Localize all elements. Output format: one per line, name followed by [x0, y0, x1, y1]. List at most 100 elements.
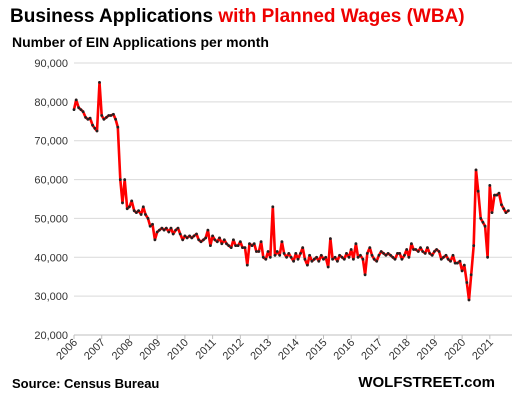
- data-point: [171, 232, 175, 236]
- chart-title-main: Business Applications: [10, 6, 214, 27]
- data-point: [382, 252, 385, 255]
- data-point: [183, 234, 187, 238]
- data-point: [95, 129, 99, 133]
- chart-title-accent: with Planned Wages (WBA): [218, 6, 465, 27]
- x-tick-label: 2015: [304, 337, 330, 363]
- y-tick-label: 90,000: [34, 58, 68, 70]
- data-point: [347, 255, 351, 259]
- data-point: [195, 232, 198, 236]
- data-point: [398, 252, 402, 255]
- data-point: [488, 184, 492, 187]
- data-point: [275, 250, 279, 253]
- data-point: [322, 257, 325, 261]
- y-tick-label: 20,000: [34, 330, 68, 342]
- data-point: [93, 126, 97, 130]
- data-point: [365, 252, 369, 255]
- data-point: [289, 255, 293, 259]
- data-point: [469, 273, 473, 277]
- data-point: [361, 257, 365, 261]
- data-point: [333, 255, 337, 259]
- data-point: [167, 230, 171, 234]
- data-point: [368, 246, 372, 250]
- data-point: [127, 205, 131, 209]
- data-point: [241, 246, 244, 250]
- data-point: [354, 242, 358, 246]
- data-point: [285, 255, 288, 259]
- data-point: [331, 257, 334, 261]
- data-point: [497, 191, 501, 195]
- data-point: [232, 238, 235, 242]
- data-point: [340, 255, 344, 259]
- data-point: [426, 246, 429, 250]
- data-point: [135, 211, 138, 215]
- data-point: [479, 217, 483, 220]
- data-point: [185, 236, 189, 240]
- data-point: [444, 253, 448, 257]
- series-line: [72, 81, 510, 302]
- data-point: [259, 240, 263, 244]
- data-point: [164, 226, 168, 230]
- data-point: [287, 252, 291, 255]
- data-point: [349, 248, 353, 251]
- data-point: [132, 209, 136, 213]
- data-point: [336, 259, 339, 263]
- data-point: [379, 250, 383, 253]
- data-point: [481, 220, 485, 224]
- x-tick-label: 2016: [332, 337, 358, 363]
- data-point: [315, 255, 318, 259]
- data-point: [211, 234, 215, 238]
- data-point: [109, 114, 113, 117]
- data-point: [236, 244, 240, 248]
- data-point: [493, 193, 496, 197]
- data-point: [405, 248, 409, 251]
- data-point: [227, 244, 231, 248]
- data-point: [243, 246, 247, 250]
- data-point: [252, 242, 256, 246]
- data-point: [229, 246, 233, 250]
- data-point: [359, 253, 362, 257]
- data-point: [98, 81, 101, 84]
- data-point: [204, 236, 208, 240]
- y-axis-ticks: 20,000 30,000 40,000 50,000 60,000 70,000 80,0…: [34, 58, 68, 342]
- x-tick-label: 2007: [82, 337, 108, 363]
- data-point: [178, 232, 182, 236]
- data-point: [197, 238, 201, 242]
- gridlines: [74, 62, 512, 336]
- data-point: [218, 236, 221, 240]
- data-point: [423, 252, 427, 255]
- data-point: [86, 117, 90, 121]
- series-group: [72, 81, 510, 302]
- data-point: [329, 237, 332, 241]
- data-point: [414, 248, 418, 251]
- data-point: [107, 114, 111, 117]
- data-point: [472, 244, 476, 248]
- data-point: [421, 250, 425, 253]
- data-point: [451, 253, 455, 257]
- chart-title: Business Applications with Planned Wages…: [10, 6, 465, 28]
- data-point: [160, 226, 164, 230]
- x-tick-label: 2021: [470, 337, 496, 363]
- data-point: [105, 116, 108, 119]
- data-point: [483, 224, 487, 228]
- data-point: [74, 98, 78, 102]
- data-point: [151, 222, 154, 226]
- data-point: [130, 199, 134, 203]
- data-point: [317, 259, 321, 263]
- data-point: [100, 114, 104, 117]
- x-tick-label: 2018: [387, 337, 413, 363]
- data-point: [250, 244, 254, 248]
- data-point: [121, 201, 124, 205]
- data-point: [375, 259, 379, 263]
- data-point: [490, 211, 494, 215]
- data-point: [338, 253, 341, 257]
- data-point: [400, 257, 404, 261]
- data-point: [255, 250, 258, 253]
- data-point: [118, 178, 122, 182]
- data-point: [342, 257, 346, 261]
- data-point: [88, 116, 92, 120]
- data-point: [222, 238, 226, 242]
- data-point: [500, 203, 503, 207]
- data-point: [412, 248, 415, 251]
- data-point: [271, 205, 275, 209]
